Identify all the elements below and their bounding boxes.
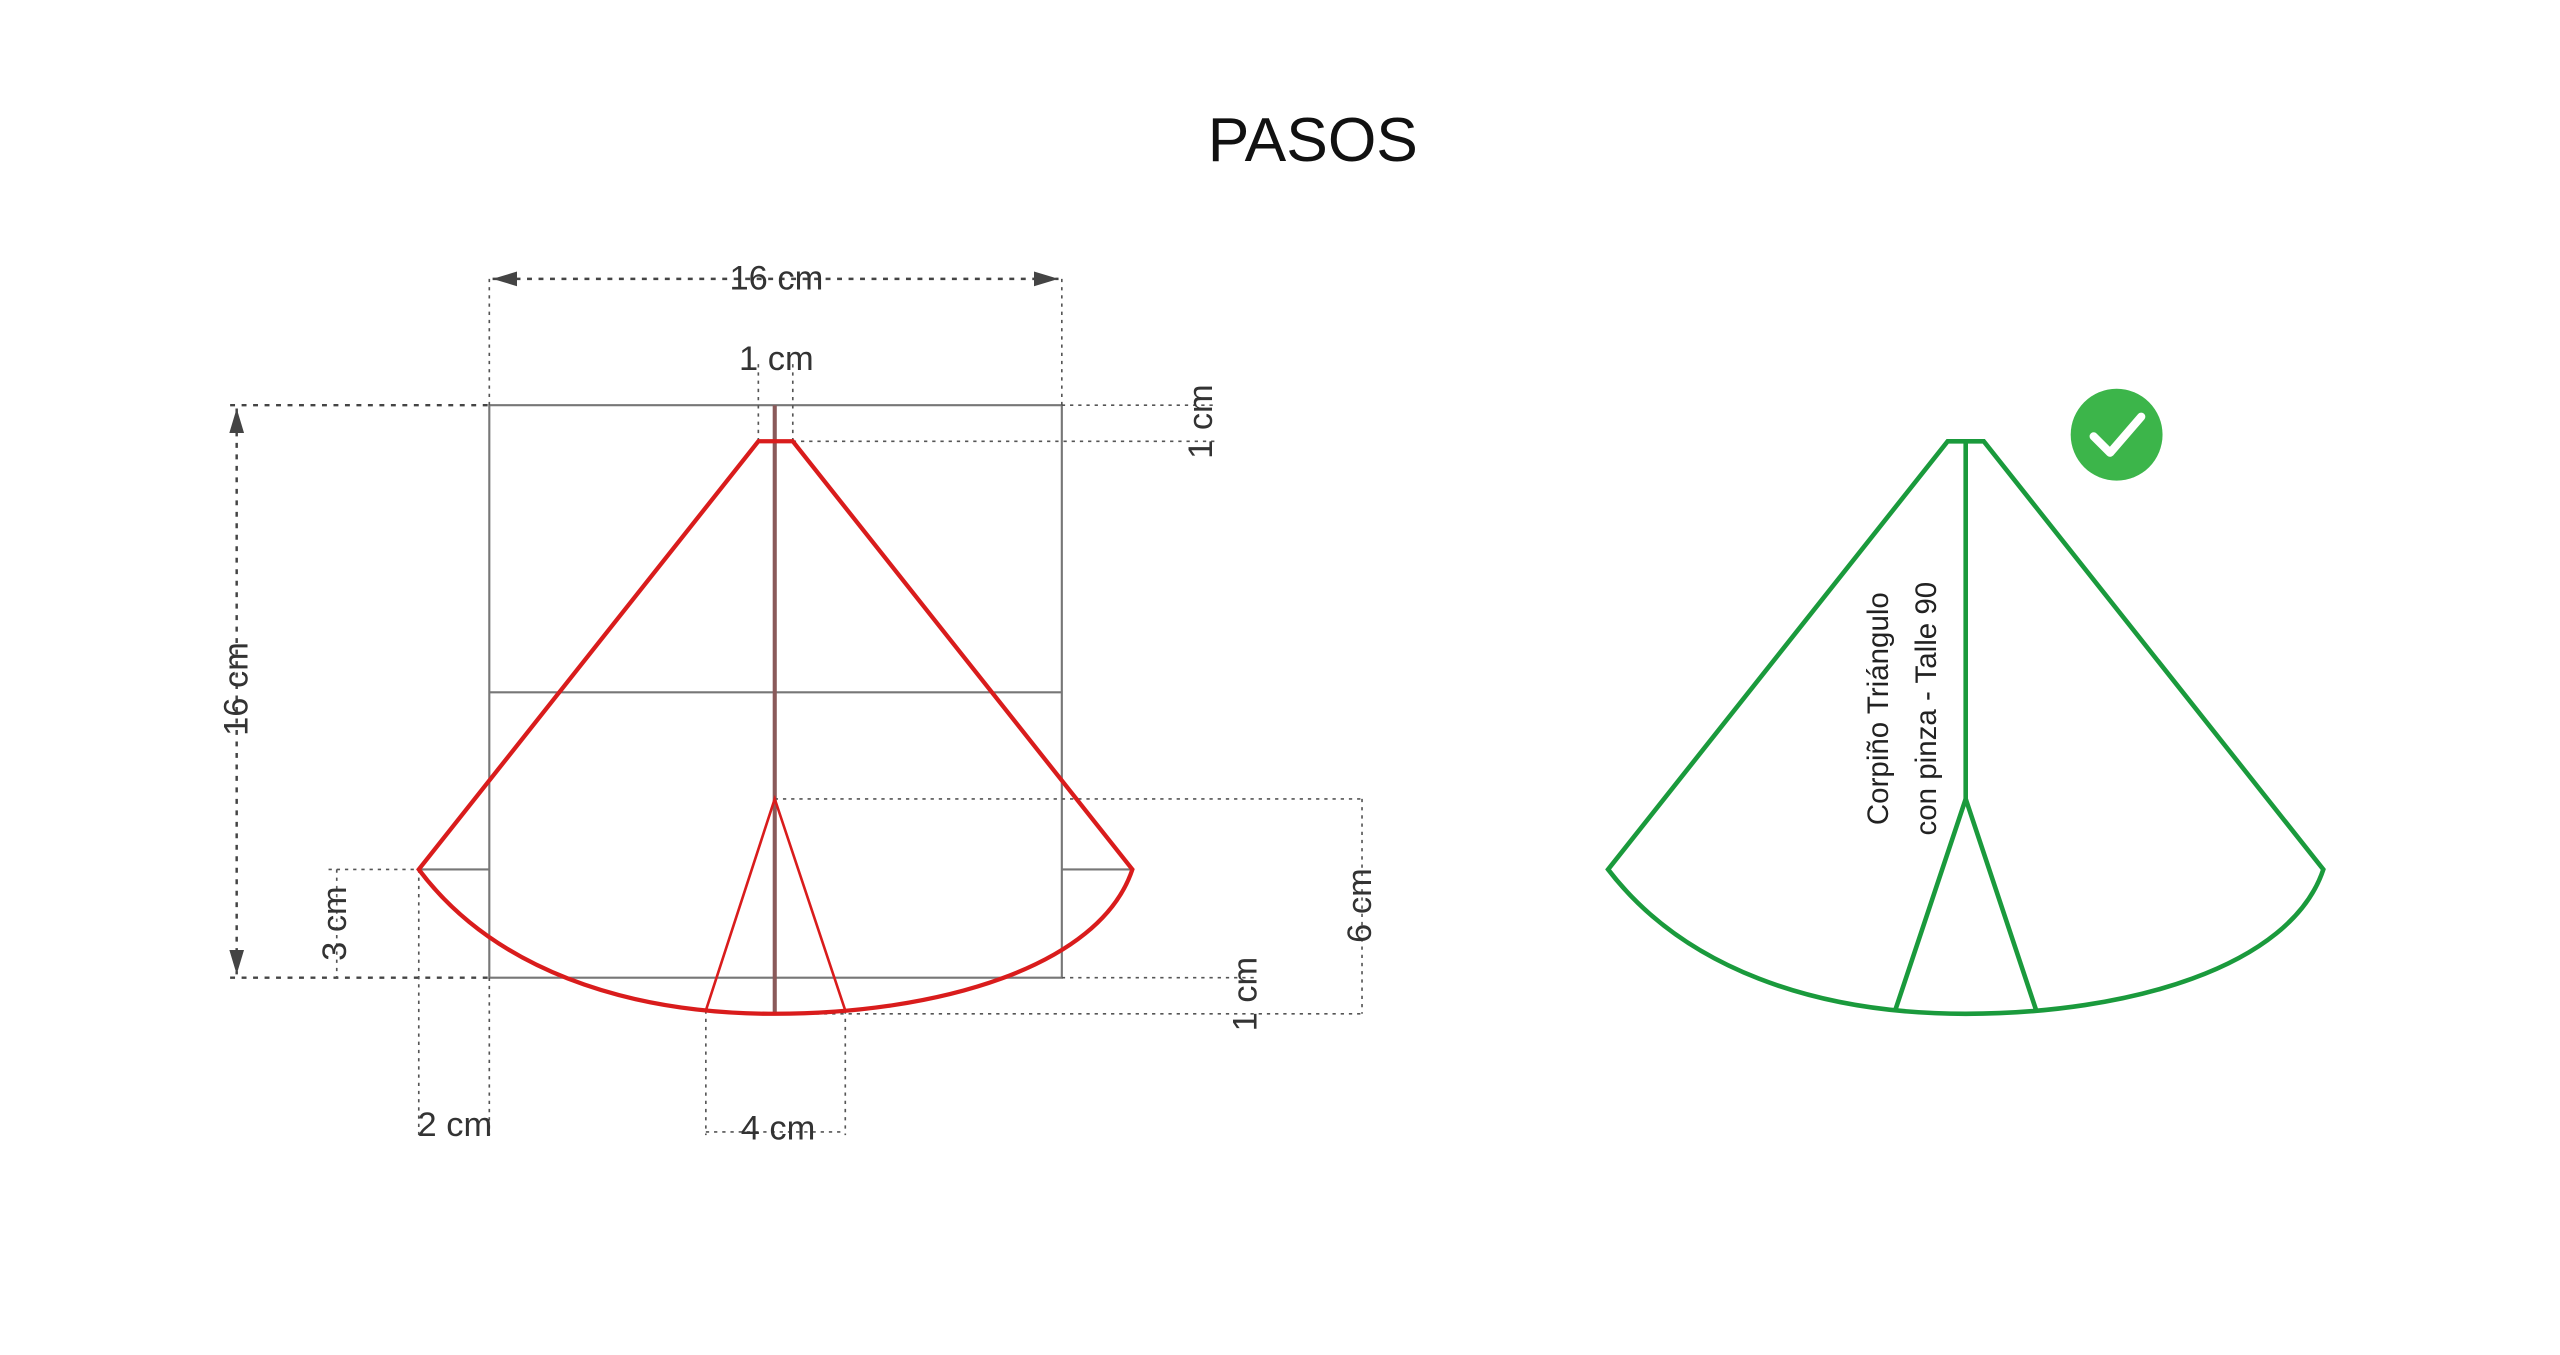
dim-label: 16 cm — [217, 642, 255, 736]
final-pattern — [1605, 438, 2326, 1017]
dim-label: 6 cm — [1341, 868, 1379, 943]
title: PASOS — [1208, 106, 1418, 175]
pattern-label: con pinza - Talle 90 — [1910, 582, 1943, 836]
dim-label: 1 cm — [1226, 957, 1264, 1032]
dim-label: 1 cm — [739, 340, 814, 378]
pattern-label: Corpiño Triángulo — [1862, 592, 1895, 825]
draft-pattern — [416, 439, 1135, 1016]
dim-label: 4 cm — [741, 1109, 816, 1147]
draft-grid — [418, 404, 1133, 1014]
dimension-lines — [229, 271, 1366, 1136]
dim-label: 16 cm — [729, 260, 823, 298]
dim-label: 3 cm — [316, 886, 354, 961]
dim-label: 2 cm — [418, 1106, 493, 1144]
dim-label: 1 cm — [1182, 384, 1220, 459]
check-icon — [2070, 388, 2163, 481]
